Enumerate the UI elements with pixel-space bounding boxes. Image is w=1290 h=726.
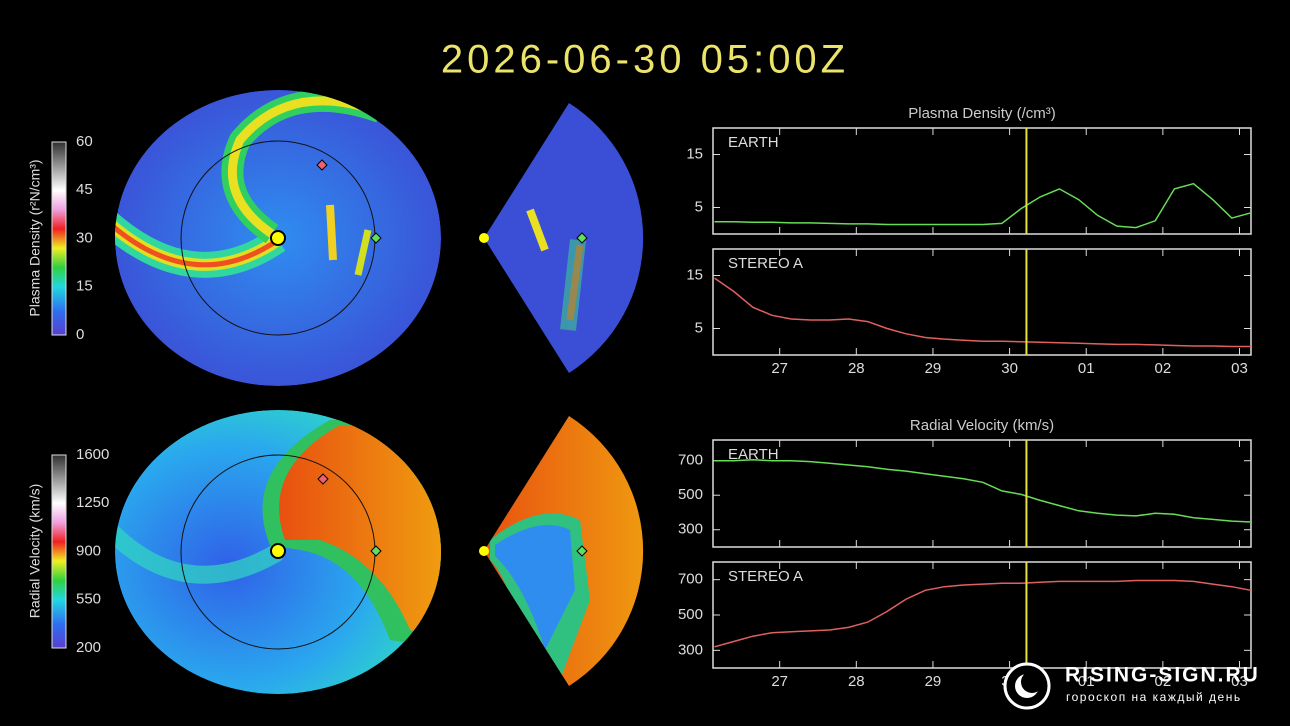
y-tick-label: 700	[678, 452, 703, 469]
y-tick-label: 300	[678, 521, 703, 538]
panel-title: Radial Velocity (km/s)	[910, 417, 1054, 434]
x-tick-label: 02	[1155, 360, 1172, 377]
logo: RISING-SIGN.RU гороскоп на каждый день	[1003, 662, 1260, 710]
earth-marker	[576, 232, 588, 244]
y-tick-label: 700	[678, 571, 703, 588]
panel-label: STEREO A	[728, 255, 803, 272]
colorbar-label: Radial Velocity (km/s)	[27, 484, 43, 619]
x-tick-label: 30	[1001, 360, 1018, 377]
x-tick-label: 28	[848, 673, 865, 690]
colorbar-tick-label: 200	[76, 639, 101, 656]
stereo-marker	[317, 473, 329, 485]
y-tick-label: 15	[686, 145, 703, 162]
page-title: 2026-06-30 05:00Z	[441, 38, 849, 82]
plot-frame	[712, 248, 1252, 356]
colorbar-tick-label: 550	[76, 591, 101, 608]
colorbar-tick-label: 1250	[76, 494, 109, 511]
sun	[479, 233, 489, 243]
colorbar-tick-label: 1600	[76, 446, 109, 463]
colorbar-tick-label: 900	[76, 542, 101, 559]
x-tick-label: 29	[925, 673, 942, 690]
panel-label: STEREO A	[728, 568, 803, 585]
x-tick-label: 03	[1231, 360, 1248, 377]
data-line	[714, 277, 1251, 348]
colorbar-tick-label: 0	[76, 326, 84, 343]
data-line	[714, 579, 1252, 648]
x-tick-label: 01	[1078, 360, 1095, 377]
y-tick-label: 500	[678, 486, 703, 503]
x-tick-label: 27	[771, 673, 788, 690]
data-line	[714, 182, 1252, 229]
earth-marker	[576, 545, 588, 557]
colorbar-tick-label: 30	[76, 229, 93, 246]
colorbar-tick-label: 45	[76, 181, 93, 198]
panel-label: EARTH	[728, 446, 779, 463]
x-tick-label: 03	[1231, 673, 1248, 690]
velocity-wedge	[484, 416, 644, 686]
colorbar-tick-label: 15	[76, 278, 93, 295]
y-tick-label: 500	[678, 606, 703, 623]
panel-label: EARTH	[728, 134, 779, 151]
colorbar	[51, 454, 67, 649]
x-tick-label: 27	[771, 360, 788, 377]
logo-name: RISING-SIGN.RU	[1065, 664, 1260, 687]
y-tick-label: 300	[678, 641, 703, 658]
sun	[270, 543, 286, 559]
data-line	[714, 459, 1252, 523]
y-tick-label: 5	[695, 319, 703, 336]
plot-frame	[712, 439, 1252, 548]
colorbar	[51, 141, 67, 336]
earth-marker	[370, 232, 382, 244]
colorbar-tick-label: 60	[76, 133, 93, 150]
panel-title: Plasma Density (/cm³)	[908, 105, 1056, 122]
x-tick-label: 28	[848, 360, 865, 377]
y-tick-label: 15	[686, 266, 703, 283]
sun	[479, 546, 489, 556]
plot-frame	[712, 127, 1252, 235]
x-tick-label: 01	[1078, 673, 1095, 690]
x-tick-label: 02	[1155, 673, 1172, 690]
earth-marker	[370, 545, 382, 557]
density-wedge	[484, 103, 644, 373]
sun	[270, 230, 286, 246]
stereo-marker	[316, 159, 328, 171]
y-tick-label: 5	[695, 198, 703, 215]
logo-tagline: гороскоп на каждый день	[1066, 690, 1242, 704]
x-tick-label: 29	[925, 360, 942, 377]
colorbar-label: Plasma Density (r²N/cm³)	[27, 159, 43, 316]
